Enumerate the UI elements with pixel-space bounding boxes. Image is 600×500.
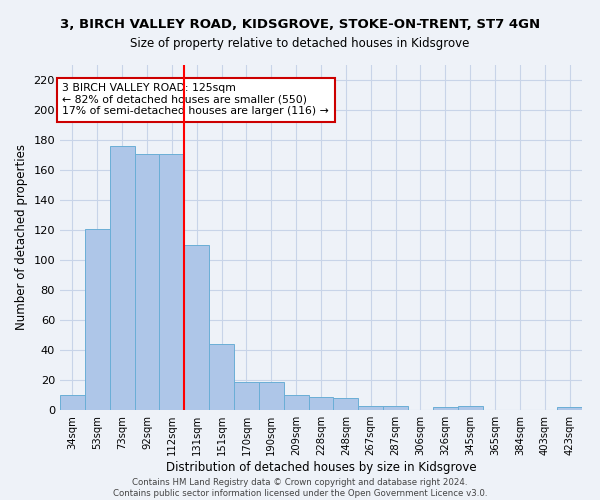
Text: 3, BIRCH VALLEY ROAD, KIDSGROVE, STOKE-ON-TRENT, ST7 4GN: 3, BIRCH VALLEY ROAD, KIDSGROVE, STOKE-O… — [60, 18, 540, 30]
Bar — [234, 382, 259, 410]
Bar — [458, 406, 482, 410]
Bar — [184, 245, 209, 410]
Bar — [85, 228, 110, 410]
Bar — [358, 406, 383, 410]
Bar — [433, 407, 458, 410]
Text: 3 BIRCH VALLEY ROAD: 125sqm
← 82% of detached houses are smaller (550)
17% of se: 3 BIRCH VALLEY ROAD: 125sqm ← 82% of det… — [62, 83, 329, 116]
Bar — [209, 344, 234, 410]
Bar — [160, 154, 184, 410]
Bar — [134, 154, 160, 410]
Bar — [284, 395, 308, 410]
Bar — [259, 382, 284, 410]
Bar — [110, 146, 134, 410]
Text: Contains HM Land Registry data © Crown copyright and database right 2024.
Contai: Contains HM Land Registry data © Crown c… — [113, 478, 487, 498]
Bar — [557, 407, 582, 410]
Bar — [383, 406, 408, 410]
Bar — [60, 395, 85, 410]
Text: Size of property relative to detached houses in Kidsgrove: Size of property relative to detached ho… — [130, 38, 470, 51]
X-axis label: Distribution of detached houses by size in Kidsgrove: Distribution of detached houses by size … — [166, 461, 476, 474]
Bar — [334, 398, 358, 410]
Bar — [308, 396, 334, 410]
Y-axis label: Number of detached properties: Number of detached properties — [15, 144, 28, 330]
